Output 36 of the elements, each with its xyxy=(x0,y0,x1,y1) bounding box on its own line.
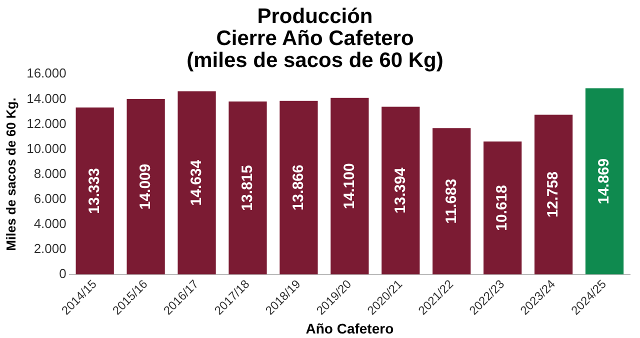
data-label: 11.683 xyxy=(442,178,460,224)
data-label: 12.758 xyxy=(544,172,562,218)
y-tick-label: 8.000 xyxy=(34,166,66,181)
data-label: 13.333 xyxy=(86,168,103,214)
y-tick-label: 0 xyxy=(59,266,66,281)
bar xyxy=(76,108,114,274)
data-label: 13.394 xyxy=(392,166,409,214)
y-tick-label: 10.000 xyxy=(26,140,66,156)
y-tick-label: 14.000 xyxy=(26,90,66,106)
text: Producción xyxy=(257,4,373,28)
bar xyxy=(126,99,165,274)
y-tick-label: 4.000 xyxy=(34,216,66,231)
bar xyxy=(484,141,522,274)
bar xyxy=(178,91,216,274)
bar xyxy=(280,100,318,274)
data-label: 14.100 xyxy=(340,163,358,210)
bar xyxy=(330,98,369,274)
x-axis-title: Año Cafetero xyxy=(306,320,394,336)
data-label: 14.009 xyxy=(136,164,154,210)
bar xyxy=(228,101,267,274)
y-tick-label: 6.000 xyxy=(34,190,66,206)
data-label: 10.618 xyxy=(494,184,511,231)
y-tick-label: 2.000 xyxy=(34,240,66,256)
y-tick-label: 12.000 xyxy=(26,116,66,131)
bar xyxy=(432,128,471,274)
text: (miles de sacos de 60 Kg) xyxy=(186,48,444,72)
text: Cierre Año Cafetero xyxy=(216,26,414,50)
data-label: 14.869 xyxy=(596,158,613,204)
data-label: 13.815 xyxy=(238,164,256,211)
bar xyxy=(585,88,624,274)
y-tick-label: 16.000 xyxy=(26,66,66,81)
bar xyxy=(382,106,420,274)
data-label: 14.634 xyxy=(188,159,205,206)
y-axis-title: Miles de sacos de 60 Kg. xyxy=(3,98,18,251)
data-label: 13.866 xyxy=(290,164,307,211)
bar xyxy=(534,114,573,274)
